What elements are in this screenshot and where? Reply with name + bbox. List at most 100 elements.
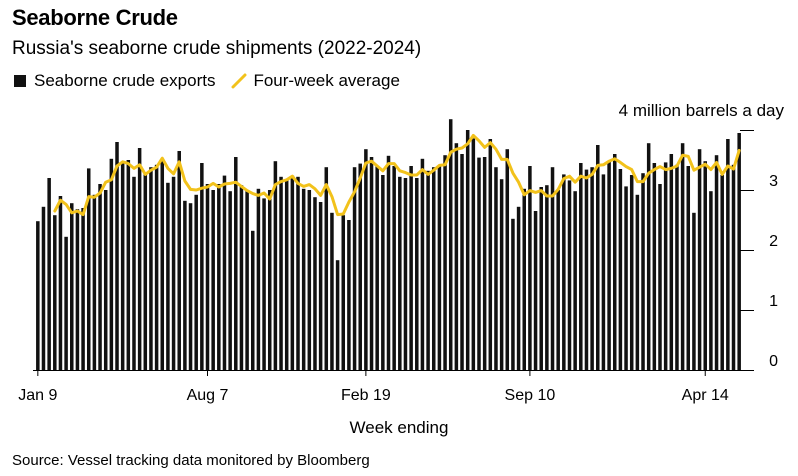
bar (454, 143, 459, 370)
chart-subtitle: Russia's seaborne crude shipments (2022-… (12, 38, 422, 59)
bar (194, 194, 198, 370)
bar (607, 161, 611, 370)
legend: Seaborne crude exports Four-week average (14, 71, 400, 91)
bar (482, 157, 487, 370)
bar (556, 190, 560, 370)
bar (658, 184, 662, 370)
bar (737, 133, 741, 370)
bar (64, 236, 68, 370)
bar (200, 163, 204, 370)
bar (641, 173, 645, 370)
bar (154, 164, 159, 370)
bar (273, 161, 278, 370)
bar (680, 143, 685, 370)
bar (262, 198, 266, 370)
bar (53, 215, 57, 370)
x-tick-label: Jan 9 (18, 387, 57, 404)
bar (234, 157, 238, 370)
bar (143, 174, 148, 370)
bar (335, 260, 340, 370)
bar (494, 167, 498, 370)
bar (92, 194, 97, 370)
bar (720, 175, 724, 370)
bar (160, 158, 165, 370)
bar (629, 175, 634, 370)
bar (58, 196, 63, 370)
bar (183, 200, 187, 370)
bar (415, 178, 419, 370)
bar (420, 158, 425, 370)
bar (601, 174, 606, 370)
bar (697, 149, 702, 370)
bar (545, 185, 549, 370)
x-tick-label: Apr 14 (682, 387, 729, 404)
bar (228, 191, 232, 370)
bar (171, 176, 176, 370)
bar (624, 186, 628, 370)
bar (245, 191, 249, 370)
bar (477, 157, 481, 370)
bar (731, 164, 736, 370)
bar (392, 166, 396, 370)
bar (437, 166, 442, 370)
bar (41, 206, 46, 370)
bar (103, 190, 108, 370)
bar (217, 184, 221, 370)
bar (120, 162, 125, 370)
bar (239, 185, 244, 370)
bar (703, 161, 707, 370)
bar (296, 176, 300, 370)
bar (663, 162, 668, 370)
average-line (53, 133, 741, 217)
bar (115, 142, 119, 370)
bar (539, 187, 543, 370)
legend-bars-label: Seaborne crude exports (34, 71, 216, 90)
bar (86, 168, 91, 370)
bar (567, 180, 572, 370)
x-tick-label: Aug 7 (187, 387, 229, 404)
bar (358, 163, 362, 370)
bar (550, 167, 555, 370)
bar (256, 188, 261, 370)
bar (471, 138, 476, 370)
x-tick-label: Feb 19 (341, 387, 391, 404)
bar (166, 182, 170, 370)
bar (714, 155, 719, 370)
bar (132, 176, 136, 370)
bar (313, 197, 317, 370)
bar (47, 178, 51, 370)
bar (612, 154, 617, 370)
bar (369, 157, 374, 370)
bar (652, 163, 657, 370)
bar (177, 151, 181, 370)
bar (499, 179, 504, 370)
bar (675, 164, 679, 370)
bar (75, 209, 80, 370)
bar (618, 169, 623, 370)
bar (488, 139, 493, 370)
bar (290, 175, 295, 370)
bar (505, 149, 510, 370)
bar (126, 160, 131, 370)
bar (443, 155, 447, 370)
bar (267, 190, 272, 370)
y-unit-label: 4 million barrels a day (618, 101, 784, 120)
bar (364, 149, 368, 370)
x-axis-title: Week ending (349, 418, 449, 437)
bar (109, 158, 114, 370)
bar (36, 221, 40, 370)
y-tick-label: 3 (769, 173, 778, 190)
bar (188, 203, 193, 370)
bar (81, 208, 85, 370)
bar (318, 202, 323, 370)
bar (398, 176, 402, 370)
bar (222, 175, 227, 370)
bar (516, 206, 521, 370)
bar (409, 166, 413, 370)
bar (205, 184, 210, 370)
bar (98, 184, 102, 370)
bar (403, 178, 408, 370)
bar (448, 119, 453, 370)
bar (279, 176, 283, 370)
legend-line-label: Four-week average (253, 71, 400, 90)
